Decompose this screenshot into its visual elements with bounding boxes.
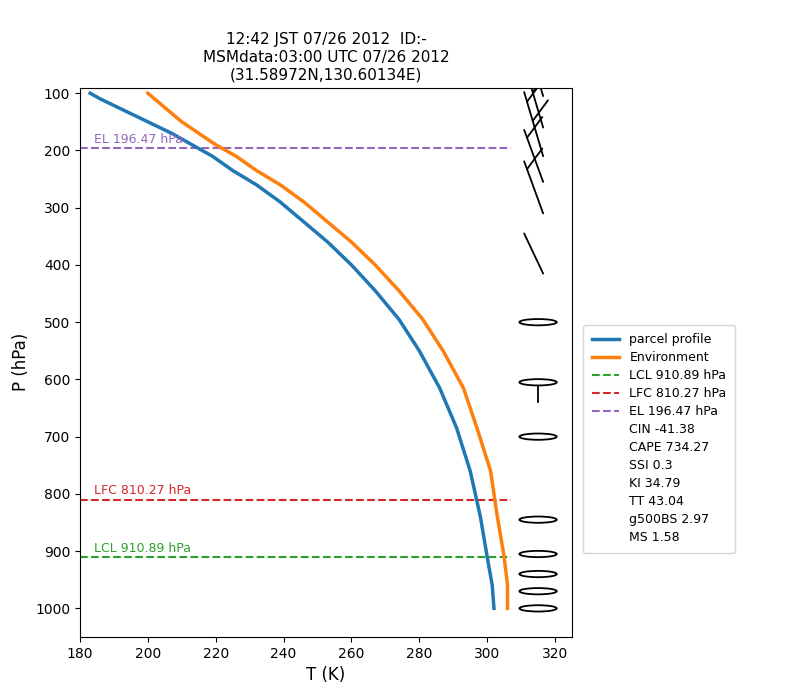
Environment	[177, 118, 186, 126]
Environment	[299, 198, 309, 206]
Environment	[211, 141, 221, 149]
parcel profile	[187, 141, 197, 149]
parcel profile	[299, 218, 309, 226]
parcel profile	[482, 553, 492, 561]
parcel profile	[466, 467, 475, 475]
Text: EL 196.47 hPa: EL 196.47 hPa	[94, 132, 182, 146]
parcel profile	[207, 152, 217, 160]
Environment	[502, 604, 512, 612]
Environment	[150, 94, 159, 103]
Line: parcel profile: parcel profile	[90, 93, 494, 608]
Environment	[493, 512, 502, 521]
parcel profile	[143, 118, 153, 126]
Line: Environment: Environment	[148, 93, 507, 608]
Text: LFC 810.27 hPa: LFC 810.27 hPa	[94, 484, 191, 497]
parcel profile	[252, 181, 262, 189]
parcel profile	[452, 424, 462, 433]
parcel profile	[86, 89, 95, 97]
parcel profile	[489, 604, 498, 612]
Environment	[458, 384, 468, 392]
parcel profile	[167, 129, 177, 137]
parcel profile	[346, 260, 356, 269]
Environment	[231, 152, 241, 160]
Environment	[143, 89, 153, 97]
parcel profile	[370, 286, 380, 295]
X-axis label: T (K): T (K)	[306, 666, 346, 685]
parcel profile	[323, 238, 333, 246]
parcel profile	[435, 384, 445, 392]
Environment	[418, 315, 427, 323]
Legend: parcel profile, Environment, LCL 910.89 hPa, LFC 810.27 hPa, EL 196.47 hPa, CIN : parcel profile, Environment, LCL 910.89 …	[583, 325, 735, 553]
Environment	[275, 181, 285, 189]
parcel profile	[228, 167, 238, 175]
Environment	[472, 424, 482, 433]
parcel profile	[394, 315, 404, 323]
Environment	[486, 467, 495, 475]
Environment	[499, 553, 509, 561]
Environment	[438, 346, 448, 355]
Environment	[163, 106, 173, 115]
parcel profile	[487, 581, 497, 589]
parcel profile	[414, 346, 424, 355]
Environment	[323, 218, 333, 226]
Environment	[346, 238, 356, 246]
parcel profile	[119, 106, 129, 115]
Y-axis label: P (hPa): P (hPa)	[11, 333, 30, 391]
Environment	[370, 260, 380, 269]
parcel profile	[475, 512, 485, 521]
Environment	[252, 167, 262, 175]
parcel profile	[95, 94, 105, 103]
Text: LCL 910.89 hPa: LCL 910.89 hPa	[94, 542, 190, 554]
Environment	[194, 129, 203, 137]
Environment	[502, 581, 512, 589]
Title: 12:42 JST 07/26 2012  ID:-
MSMdata:03:00 UTC 07/26 2012
(31.58972N,130.60134E): 12:42 JST 07/26 2012 ID:- MSMdata:03:00 …	[202, 32, 450, 82]
Environment	[394, 286, 404, 295]
parcel profile	[275, 198, 285, 206]
